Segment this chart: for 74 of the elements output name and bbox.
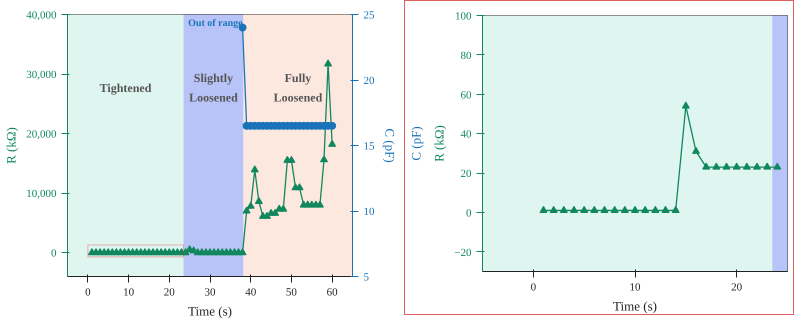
point <box>742 162 751 170</box>
point <box>287 156 296 163</box>
point <box>328 140 336 147</box>
x-tick-label: 20 <box>164 286 176 298</box>
point <box>296 183 304 190</box>
y-axis-title: R (kΩ) <box>3 127 18 164</box>
point <box>763 162 772 170</box>
point <box>753 162 761 170</box>
band-label: Slightly Loosened <box>189 71 238 105</box>
point <box>570 206 578 213</box>
point <box>722 162 730 170</box>
x-tick-label: 10 <box>123 286 135 298</box>
y2-tick-label: 5 <box>364 272 370 284</box>
x-tick-label: 60 <box>326 286 338 298</box>
x-tick-label: 30 <box>204 286 216 298</box>
x-tick-label: 10 <box>630 282 641 294</box>
point <box>610 206 619 213</box>
band-label: Tightened <box>100 80 152 95</box>
point <box>672 206 680 213</box>
point <box>540 206 548 213</box>
y2-axis-title: C (pF) <box>408 126 424 161</box>
y-tick-label: 40 <box>460 128 472 141</box>
y-tick-label: 20 <box>460 168 472 180</box>
point <box>712 162 720 170</box>
point <box>682 102 690 109</box>
y-tick-label: 0 <box>51 248 57 260</box>
y2-axis-title: C (pF) <box>382 128 398 163</box>
x-tick-label: 0 <box>530 282 537 294</box>
point <box>238 248 247 256</box>
point <box>263 212 271 219</box>
y-tick-label: 0 <box>466 207 472 220</box>
x-tick-label: 0 <box>85 286 92 298</box>
point <box>324 59 332 66</box>
y2-tick-label: 25 <box>364 10 375 22</box>
y2-tick-label: 20 <box>364 75 375 87</box>
y2-tick-label: 15 <box>364 140 375 152</box>
y-tick-label: 10,000 <box>26 188 57 200</box>
y-tick-label: −20 <box>454 246 472 259</box>
point <box>550 206 558 213</box>
x-tick-label: 50 <box>286 286 298 298</box>
band-label: Fully Loosened <box>274 71 323 105</box>
point <box>580 206 588 213</box>
point <box>773 162 782 170</box>
point <box>590 206 598 213</box>
y-axis-title: R (kΩ) <box>431 125 446 162</box>
point <box>692 146 700 154</box>
point <box>641 206 650 213</box>
point <box>620 206 629 213</box>
y-tick-label: 20,000 <box>26 128 57 141</box>
y-tick-label: 30,000 <box>26 69 57 82</box>
y-tick-label: 40,000 <box>26 10 57 22</box>
point <box>651 206 660 213</box>
point <box>631 206 639 213</box>
point <box>316 200 324 208</box>
point <box>242 206 251 214</box>
point <box>320 155 328 162</box>
point <box>250 165 259 172</box>
point <box>732 162 741 170</box>
x-axis-title: Time (s) <box>613 298 657 314</box>
y-tick-label: 60 <box>460 89 472 102</box>
point <box>279 204 288 212</box>
y-tick-label: 100 <box>455 10 472 22</box>
point <box>600 206 608 213</box>
point <box>702 162 710 170</box>
y-tick-label: 80 <box>460 50 472 62</box>
x-axis-title: Time (s) <box>188 304 232 318</box>
point <box>271 208 280 216</box>
x-tick-label: 40 <box>245 286 257 298</box>
point <box>246 202 255 209</box>
x-tick-label: 20 <box>731 282 743 294</box>
point <box>662 206 670 213</box>
y2-tick-label: 10 <box>364 206 375 218</box>
point <box>254 196 263 204</box>
point <box>560 206 568 213</box>
